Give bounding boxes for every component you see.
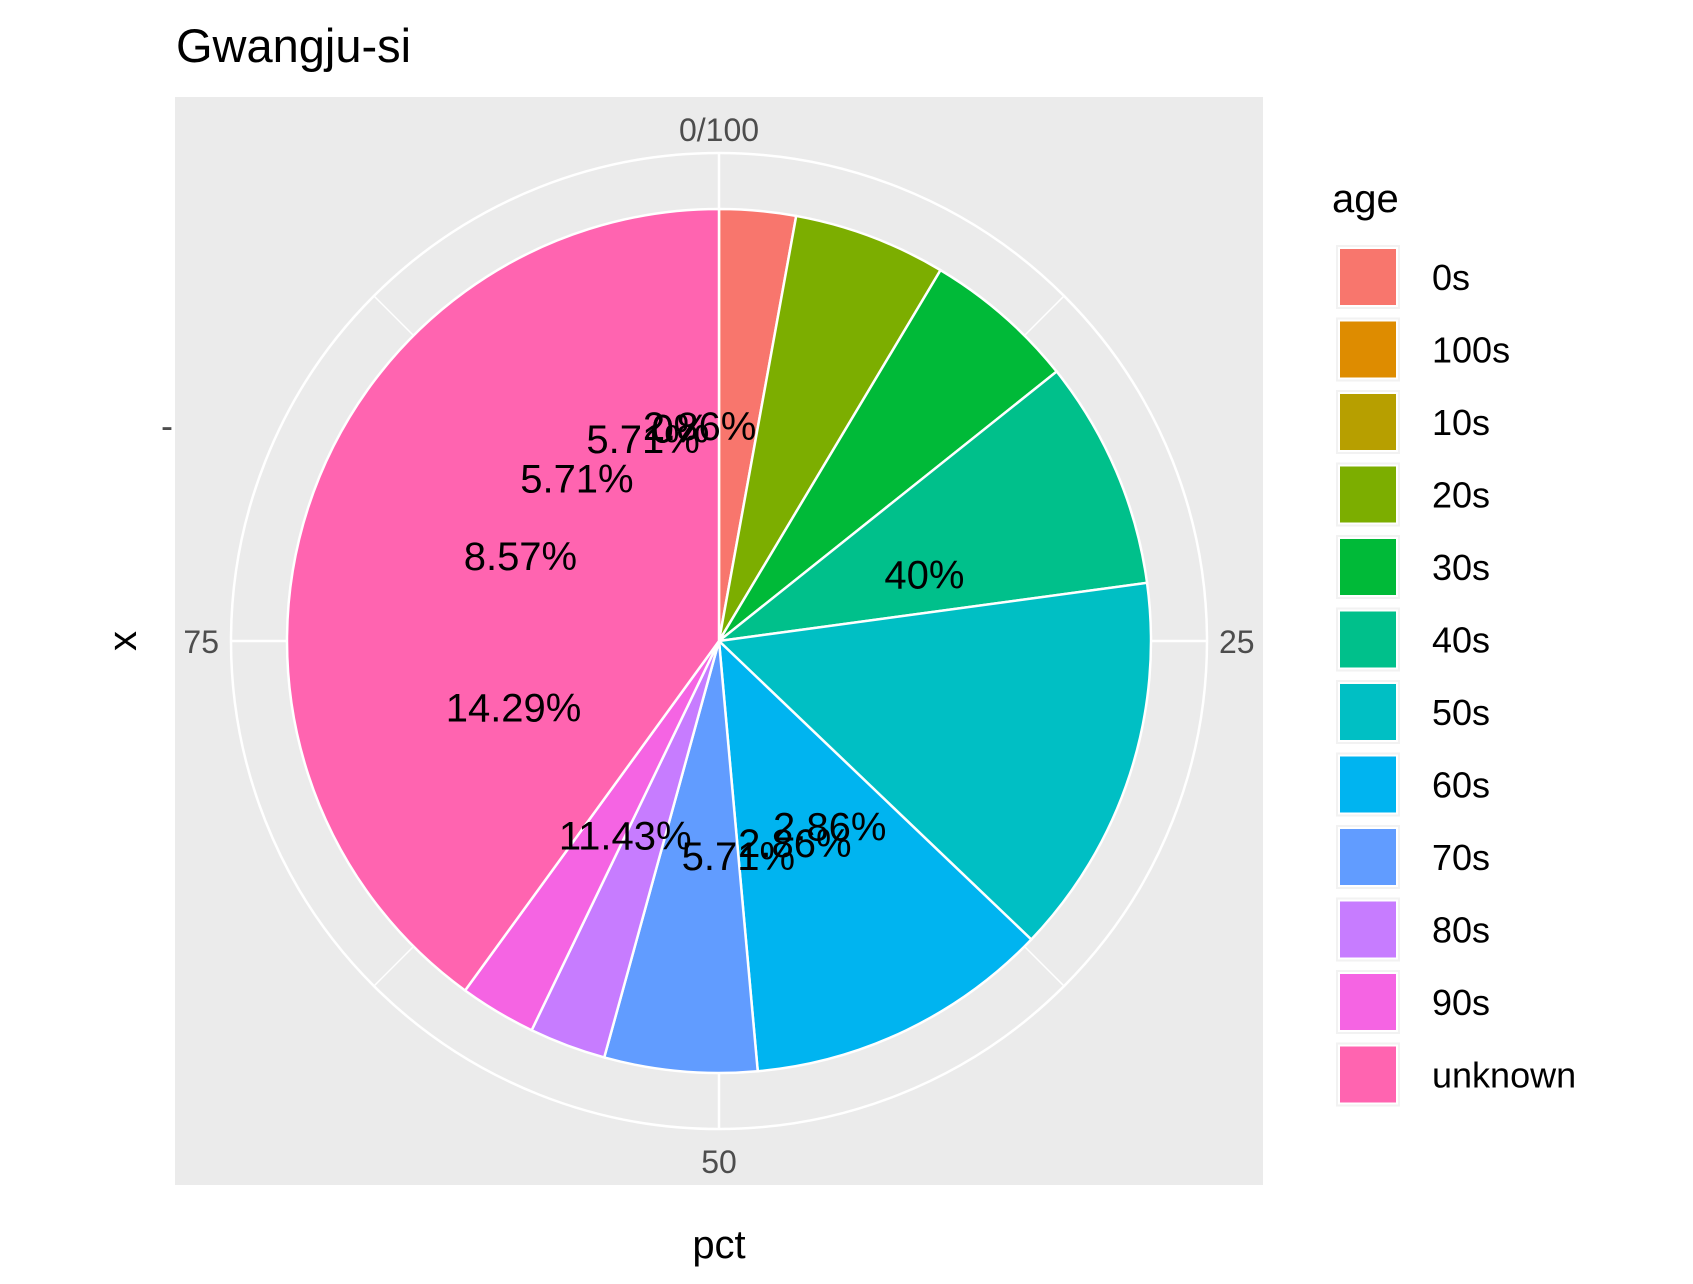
pie-slice-60s bbox=[717, 637, 1034, 1073]
x-axis-label: pct bbox=[692, 1223, 745, 1267]
slice-label-unknown: 40% bbox=[884, 553, 964, 597]
legend-key-30s bbox=[1338, 537, 1398, 597]
y-axis-tick-label: - bbox=[161, 405, 173, 446]
chart-title: Gwangju-si bbox=[176, 19, 411, 72]
angular-tick-label: 25 bbox=[1219, 624, 1255, 660]
legend-label-50s: 50s bbox=[1432, 692, 1490, 733]
pie-slice-70s bbox=[602, 640, 760, 1075]
legend: 0s 100s 10s 20s 30s 40s 50s 60s 70s 80s 90s unknown bbox=[1336, 245, 1576, 1107]
slice-label-100s: 0% bbox=[651, 407, 709, 451]
pie-slice-unknown bbox=[285, 207, 721, 993]
slice-label-40s: 8.57% bbox=[464, 535, 577, 579]
legend-label-100s: 100s bbox=[1432, 330, 1510, 371]
legend-key-0s bbox=[1338, 247, 1398, 307]
angular-axis: 0/100 25 50 75 bbox=[183, 112, 1254, 1180]
legend-label-30s: 30s bbox=[1432, 547, 1490, 588]
legend-label-unknown: unknown bbox=[1432, 1055, 1576, 1096]
pie-slices bbox=[285, 207, 1153, 1075]
legend-label-70s: 70s bbox=[1432, 837, 1490, 878]
legend-label-40s: 40s bbox=[1432, 620, 1490, 661]
slice-label-90s: 2.86% bbox=[773, 805, 886, 849]
legend-key-70s bbox=[1338, 827, 1398, 887]
legend-key-unknown bbox=[1338, 1044, 1398, 1105]
angular-tick-label: 0/100 bbox=[679, 112, 759, 148]
pie-slice-20s bbox=[717, 214, 943, 642]
slice-label-10s: 0% bbox=[651, 407, 709, 451]
legend-label-0s: 0s bbox=[1432, 257, 1470, 298]
legend-key-90s bbox=[1338, 972, 1398, 1032]
legend-key-40s bbox=[1338, 609, 1398, 670]
legend-key-10s bbox=[1338, 392, 1398, 452]
legend-title: age bbox=[1332, 177, 1399, 221]
legend-key-60s bbox=[1338, 754, 1398, 815]
legend-label-20s: 20s bbox=[1432, 475, 1490, 516]
pie-slice-50s bbox=[716, 581, 1153, 942]
slice-label-50s: 14.29% bbox=[446, 687, 582, 731]
slice-label-80s: 2.86% bbox=[738, 822, 851, 866]
y-axis-label: x bbox=[101, 631, 145, 651]
slice-label-20s: 5.71% bbox=[586, 418, 699, 462]
legend-key-100s bbox=[1338, 319, 1398, 380]
legend-label-80s: 80s bbox=[1432, 910, 1490, 951]
pie-slice-30s bbox=[717, 268, 1059, 642]
angular-tick-label: 50 bbox=[701, 1144, 737, 1180]
legend-label-10s: 10s bbox=[1432, 402, 1490, 443]
legend-key-20s bbox=[1338, 464, 1398, 525]
slice-labels: 2.86%0%0%5.71%5.71%8.57%14.29%11.43%5.71… bbox=[446, 405, 965, 879]
legend-label-90s: 90s bbox=[1432, 982, 1490, 1023]
legend-key-50s bbox=[1338, 682, 1398, 742]
slice-label-30s: 5.71% bbox=[520, 457, 633, 501]
slice-label-0s: 2.86% bbox=[643, 405, 756, 449]
pie-slice-40s bbox=[714, 369, 1149, 643]
slice-label-60s: 11.43% bbox=[559, 815, 692, 859]
slice-label-70s: 5.71% bbox=[682, 835, 795, 879]
angular-tick-label: 75 bbox=[183, 624, 219, 660]
legend-key-80s bbox=[1338, 899, 1398, 960]
legend-label-60s: 60s bbox=[1432, 765, 1490, 806]
